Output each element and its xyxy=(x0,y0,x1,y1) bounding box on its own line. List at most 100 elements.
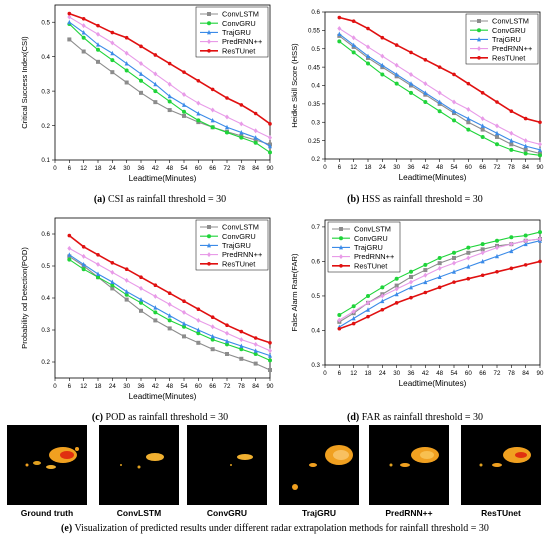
x-tick-label: 18 xyxy=(95,383,102,390)
data-point xyxy=(153,100,158,105)
data-point xyxy=(196,307,201,312)
data-point xyxy=(495,142,499,147)
data-point xyxy=(153,81,158,87)
x-tick-label: 78 xyxy=(238,165,245,172)
data-point xyxy=(394,43,399,47)
radar-echo-pattern xyxy=(389,447,439,467)
data-point xyxy=(139,71,143,76)
data-point xyxy=(351,308,356,314)
x-tick-label: 48 xyxy=(436,164,443,171)
legend-marker xyxy=(339,227,343,231)
y-tick-label: 0.1 xyxy=(41,157,50,164)
legend-label: TrajGRU xyxy=(222,28,251,37)
data-point xyxy=(268,150,272,155)
data-point xyxy=(139,61,143,67)
legend-marker xyxy=(477,46,481,52)
radar-label-convgru: ConvGRU xyxy=(206,508,248,518)
x-tick-label: 12 xyxy=(80,165,87,172)
legend-marker xyxy=(339,244,343,250)
radar-label-ground-truth: Ground truth xyxy=(20,508,74,518)
data-point xyxy=(67,233,72,238)
data-point xyxy=(239,103,244,107)
data-point xyxy=(366,293,370,298)
data-point xyxy=(225,338,229,344)
data-point xyxy=(210,125,215,130)
legend-marker xyxy=(339,264,343,268)
data-point xyxy=(480,127,485,132)
data-point xyxy=(225,323,229,328)
data-point xyxy=(81,16,86,21)
data-point xyxy=(366,44,370,50)
data-point xyxy=(268,122,272,126)
x-tick-label: 24 xyxy=(109,383,116,390)
legend-label: TrajGRU xyxy=(492,35,521,44)
panel-b-hss-chart: 0 6 12 18 24 30 36 42 48 54 60 66 72 78 84 90 0.2 0.25 0.3… xyxy=(290,9,544,182)
data-point xyxy=(210,337,215,342)
radar-image-ground-truth xyxy=(7,425,87,505)
data-point xyxy=(538,141,542,147)
data-point xyxy=(81,35,86,40)
data-point xyxy=(110,70,115,75)
legend-marker xyxy=(339,236,343,241)
data-point xyxy=(509,142,514,147)
data-point xyxy=(124,80,129,85)
legend-label: ConvGRU xyxy=(354,234,388,243)
legend-label: ConvLSTM xyxy=(222,223,259,232)
data-point xyxy=(67,252,72,257)
radar-label-trajgru: TrajGRU xyxy=(301,508,336,518)
data-point xyxy=(366,26,370,31)
x-tick-label: 30 xyxy=(393,370,400,377)
y-tick-label: 0.6 xyxy=(311,259,320,266)
data-point xyxy=(380,307,385,312)
y-tick-label: 0.5 xyxy=(41,263,50,270)
x-tick-label: 84 xyxy=(252,383,259,390)
legend-label: ResTUnet xyxy=(492,53,525,62)
data-point xyxy=(153,310,158,315)
data-point xyxy=(124,35,129,40)
legend-label: ConvGRU xyxy=(222,19,256,28)
caption-c: (c) POD as rainfall threshold = 30 xyxy=(92,412,228,423)
data-point xyxy=(509,266,514,271)
x-tick-label: 60 xyxy=(465,164,472,171)
data-point xyxy=(139,308,143,313)
data-point xyxy=(124,297,129,302)
legend-label: PredRNN++ xyxy=(222,250,262,259)
data-point xyxy=(167,81,172,87)
data-point xyxy=(239,121,244,127)
data-point xyxy=(337,15,342,20)
x-tick-label: 6 xyxy=(68,165,72,172)
data-point xyxy=(480,258,485,264)
data-point xyxy=(268,353,272,358)
x-tick-label: 72 xyxy=(494,164,501,171)
data-point xyxy=(538,230,542,235)
data-point xyxy=(225,330,229,336)
data-point xyxy=(96,275,100,280)
data-point xyxy=(96,31,100,37)
x-tick-label: 36 xyxy=(408,164,415,171)
y-axis-label: Heidke Skill Score (HSS) xyxy=(290,43,299,128)
data-point xyxy=(351,321,356,326)
caption-e: (e) Visualization of predicted results u… xyxy=(61,523,489,534)
x-tick-label: 78 xyxy=(508,164,515,171)
data-point xyxy=(394,276,399,281)
data-point xyxy=(437,274,442,279)
legend-label: ConvLSTM xyxy=(492,17,529,26)
data-point xyxy=(509,147,514,152)
data-point xyxy=(81,267,86,272)
panel-c-pod-chart: 0 6 12 18 24 30 36 42 48 54 60 66 72 78 84 90 0.2 0.3 0.4 0… xyxy=(20,217,274,401)
data-point xyxy=(167,318,172,323)
data-point xyxy=(239,337,244,343)
data-point xyxy=(253,341,258,347)
data-point xyxy=(495,269,499,274)
x-tick-label: 30 xyxy=(393,164,400,171)
data-point xyxy=(437,109,442,114)
data-point xyxy=(210,117,215,123)
x-tick-label: 66 xyxy=(479,164,486,171)
data-point xyxy=(196,118,201,123)
y-axis-label: False Alarm Rate(FAR) xyxy=(290,253,299,332)
data-point xyxy=(366,61,370,66)
data-point xyxy=(523,238,528,244)
data-point xyxy=(380,53,385,59)
legend-marker xyxy=(207,21,211,26)
